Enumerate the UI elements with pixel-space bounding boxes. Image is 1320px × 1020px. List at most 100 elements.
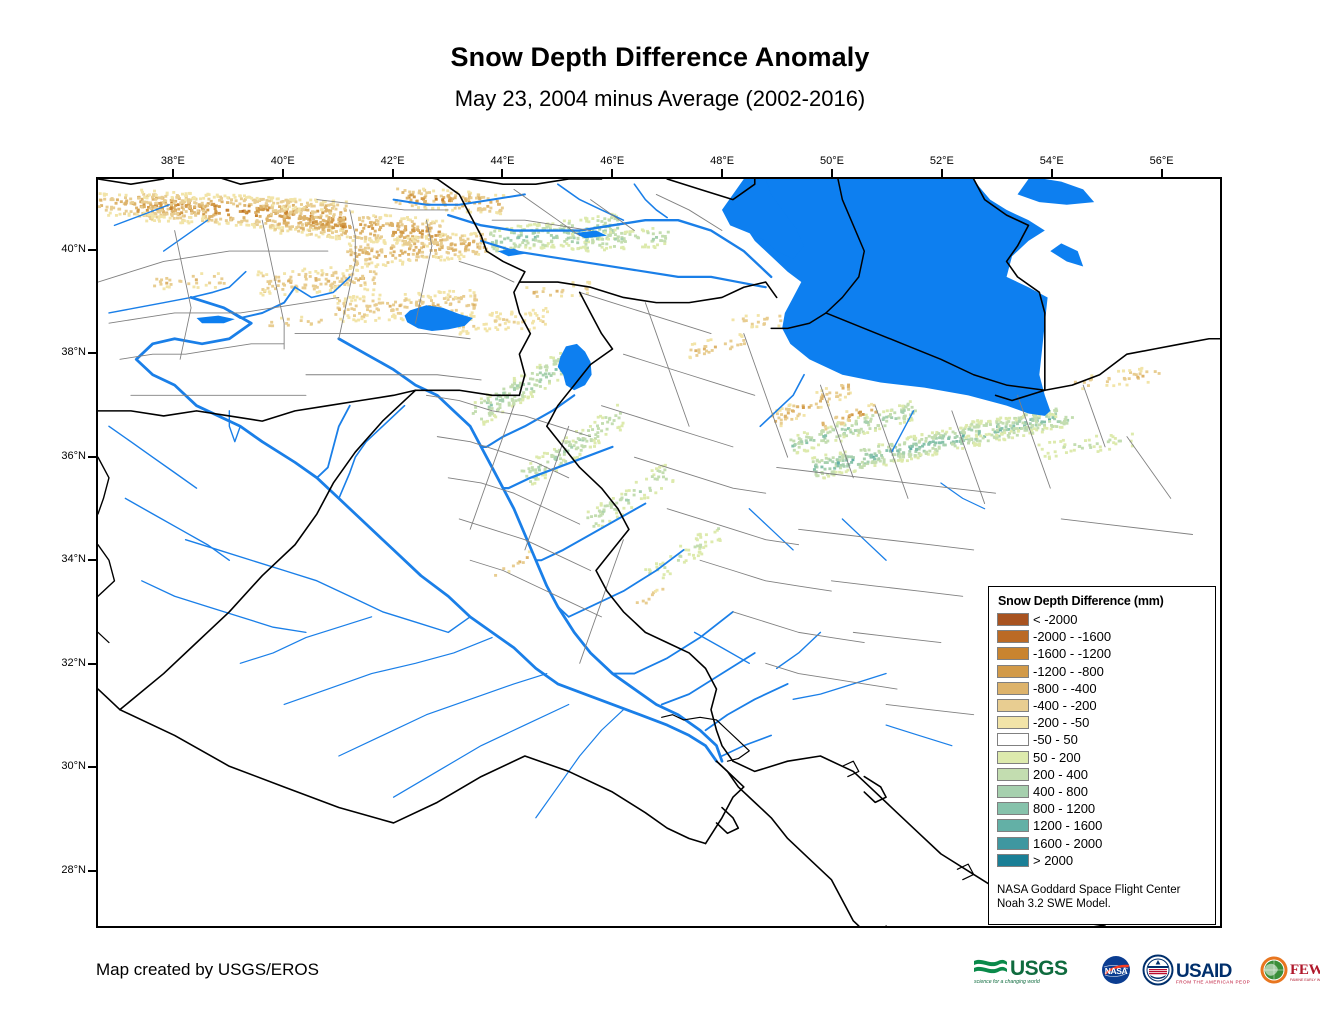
lake-van (404, 305, 473, 331)
admin-boundary (776, 467, 997, 494)
country-border (715, 760, 860, 926)
fewsnet-globe-icon (1260, 956, 1288, 984)
river (108, 425, 198, 489)
svg-text:FAMINE EARLY WARNING SYSTEMS N: FAMINE EARLY WARNING SYSTEMS NETWORK (1290, 978, 1320, 982)
admin-boundary (119, 343, 285, 360)
river (775, 631, 822, 670)
river (792, 672, 887, 700)
legend-label: 200 - 400 (1033, 766, 1088, 782)
admin-boundary (261, 219, 285, 350)
admin-boundary (644, 302, 690, 427)
admin-boundary (469, 559, 602, 618)
lake-urmia (557, 343, 592, 391)
lon-tick-label: 48°E (710, 155, 735, 167)
legend-swatch (997, 613, 1029, 627)
legend-label: -2000 - -1600 (1033, 629, 1112, 645)
admin-boundary (666, 508, 800, 546)
river (228, 410, 241, 443)
lon-tick-label: 40°E (270, 155, 295, 167)
agency-logos: USGS science for a changing world NASA U… (972, 954, 1320, 986)
legend-entry: 200 - 400 (997, 766, 1207, 783)
admin-boundary (951, 410, 986, 505)
legend-entries: < -2000 -2000 - -1600 -1600 - -1200 -1200 -… (997, 611, 1207, 869)
usgs-wave-icon (974, 959, 1007, 974)
lat-tick-label: 40°N (61, 242, 86, 255)
lon-tick-mark (281, 169, 284, 177)
river (759, 373, 805, 428)
admin-boundary (798, 528, 975, 551)
lat-tick-mark (88, 352, 96, 355)
country-border (518, 281, 778, 304)
page-title: Snow Depth Difference Anomaly (450, 42, 870, 72)
country-border (770, 179, 866, 330)
svg-text:FROM THE AMERICAN PEOPLE: FROM THE AMERICAN PEOPLE (1176, 980, 1250, 985)
legend-swatch (997, 802, 1029, 816)
svg-text:USGS: USGS (1010, 957, 1068, 980)
legend-entry: -2000 - -1600 (997, 628, 1207, 645)
country-border (98, 631, 110, 644)
keban-reservoir (196, 315, 235, 324)
legend-source-note: NASA Goddard Space Flight Center Noah 3.… (997, 884, 1181, 910)
legend-swatch (997, 681, 1029, 695)
river (294, 276, 351, 299)
country-border (436, 179, 482, 237)
admin-boundary (316, 199, 449, 211)
legend-panel: Snow Depth Difference (mm) < -2000 -2000 … (988, 586, 1216, 925)
admin-boundary (98, 250, 329, 283)
legend-label: -1600 - -1200 (1033, 646, 1112, 662)
nasa-meatball-icon (1102, 956, 1130, 984)
river (841, 518, 887, 561)
admin-boundary (743, 333, 789, 458)
legend-entry: 1200 - 1600 (997, 817, 1207, 834)
lon-tick-mark (171, 169, 174, 177)
admin-boundary (819, 384, 854, 479)
country-border (221, 179, 274, 185)
lon-tick-mark (721, 169, 724, 177)
river (338, 404, 406, 500)
admin-boundary (1060, 518, 1194, 535)
lon-tick-mark (611, 169, 614, 177)
admin-boundary (458, 261, 515, 283)
legend-swatch (997, 853, 1029, 867)
legend-label: > 2000 (1033, 852, 1074, 868)
lon-tick-mark (501, 169, 504, 177)
caspian-east-inlet (1050, 243, 1084, 267)
lon-tick-label: 44°E (490, 155, 515, 167)
lat-tick-label: 36°N (61, 449, 86, 462)
river (184, 538, 471, 634)
lat-tick-label: 34°N (61, 553, 86, 566)
river (704, 683, 789, 732)
admin-boundary (491, 219, 591, 231)
country-border (98, 544, 116, 597)
reservoir-armenia (497, 248, 525, 257)
lon-tick-mark (940, 169, 943, 177)
admin-boundaries-layer (98, 188, 1194, 716)
lat-tick-mark (88, 766, 96, 769)
lon-tick-label: 42°E (380, 155, 405, 167)
country-border (98, 456, 110, 515)
nasa-logo[interactable]: NASA (1099, 955, 1133, 985)
usaid-logo[interactable]: USAID FROM THE AMERICAN PEOPLE (1142, 954, 1250, 986)
legend-entry: -50 - 50 (997, 731, 1207, 748)
legend-label: 1200 - 1600 (1033, 818, 1103, 834)
river (633, 183, 668, 219)
legend-entry: 800 - 1200 (997, 800, 1207, 817)
fewsnet-logo[interactable]: FEWS NET FAMINE EARLY WARNING SYSTEMS NE… (1259, 955, 1320, 985)
admin-boundary (699, 559, 832, 592)
country-border (480, 234, 532, 397)
lake-sevan (574, 230, 607, 239)
admin-boundary (425, 394, 591, 438)
legend-swatch (997, 699, 1029, 713)
lon-tick-mark (1050, 169, 1053, 177)
legend-entry: 50 - 200 (997, 749, 1207, 766)
legend-swatch (997, 630, 1029, 644)
country-border (119, 389, 417, 711)
river (447, 213, 773, 279)
admin-boundary (579, 291, 712, 335)
lat-tick-mark (88, 559, 96, 562)
admin-boundary (590, 199, 635, 231)
admin-boundary (830, 580, 964, 597)
usgs-logo[interactable]: USGS science for a changing world (972, 955, 1090, 985)
country-border (98, 389, 417, 422)
country-border (465, 179, 603, 185)
